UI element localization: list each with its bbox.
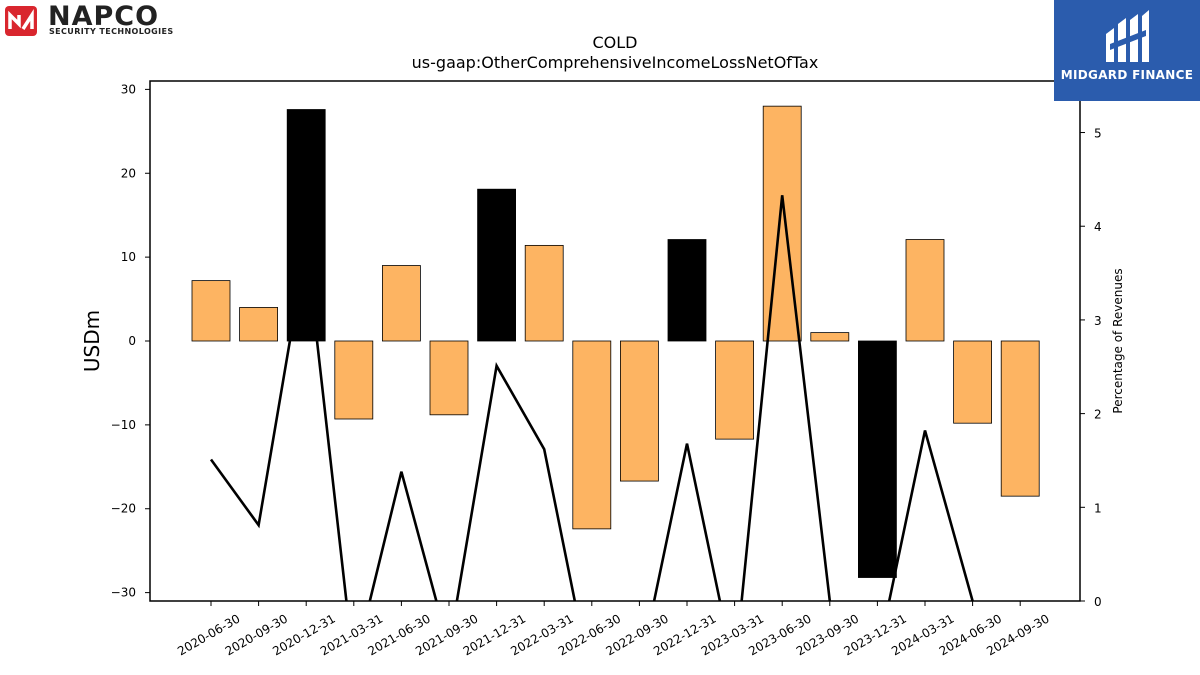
bar-2021-12-31	[477, 188, 517, 342]
chart-title-line2: us-gaap:OtherComprehensiveIncomeLossNetO…	[412, 53, 819, 72]
bar-2022-12-31	[667, 239, 707, 342]
y-tick-label: −10	[111, 418, 136, 432]
y2-tick-label: 4	[1094, 220, 1102, 234]
bar-2023-09-30	[810, 332, 850, 342]
y2-axis-label: Percentage of Revenues	[1111, 268, 1125, 413]
napco-name: NAPCO	[48, 1, 160, 32]
bar-2024-06-30	[953, 340, 992, 424]
bar-2021-06-30	[381, 265, 421, 342]
line-group	[209, 195, 974, 601]
bar-group	[191, 105, 1040, 578]
bar-2022-03-31	[524, 244, 564, 342]
bar-2022-09-30	[620, 340, 659, 482]
bar-2023-12-31	[858, 340, 897, 578]
y2-tick-label: 2	[1094, 408, 1102, 422]
bar-2023-03-31	[715, 340, 754, 440]
y-tick-label: −20	[111, 502, 136, 516]
y2-tick-label: 3	[1094, 314, 1102, 328]
bar-2024-09-30	[1000, 340, 1040, 497]
bar-2021-09-30	[429, 340, 469, 416]
left-axis-ticks: −30 −20 −10 0 10 20 30	[111, 82, 150, 600]
chart-title-line1: COLD	[593, 33, 638, 52]
y-tick-label: −30	[111, 586, 136, 600]
midgard-logo: MIDGARD FINANCE	[1054, 0, 1200, 101]
napco-mark-icon	[5, 6, 37, 36]
bar-2022-06-30	[572, 340, 612, 530]
bar-2020-06-30	[191, 280, 231, 342]
bar-2020-09-30	[239, 307, 279, 342]
right-axis-ticks: 0 1 2 3 4 5	[1080, 127, 1102, 609]
y2-tick-label: 0	[1094, 595, 1102, 609]
bar-2021-03-31	[334, 340, 374, 420]
bar-2020-12-31	[286, 109, 326, 342]
midgard-name: MIDGARD FINANCE	[1060, 68, 1194, 82]
y-tick-label: 0	[128, 334, 136, 348]
revenue-percentage-line	[209, 195, 974, 601]
napco-subtitle: SECURITY TECHNOLOGIES	[49, 27, 174, 36]
napco-logo: NAPCO SECURITY TECHNOLOGIES	[4, 1, 214, 40]
y2-tick-label: 5	[1094, 127, 1102, 141]
y-axis-label: USDm	[80, 310, 104, 372]
y2-tick-label: 1	[1094, 501, 1102, 515]
y-tick-label: 30	[121, 82, 136, 96]
midgard-mark-icon	[1106, 10, 1149, 62]
y-tick-label: 20	[121, 166, 136, 180]
y-tick-label: 10	[121, 250, 136, 264]
bar-2024-03-31	[905, 239, 945, 342]
x-axis-ticks: 2020-06-302020-09-302020-12-312021-03-31…	[175, 601, 1052, 658]
